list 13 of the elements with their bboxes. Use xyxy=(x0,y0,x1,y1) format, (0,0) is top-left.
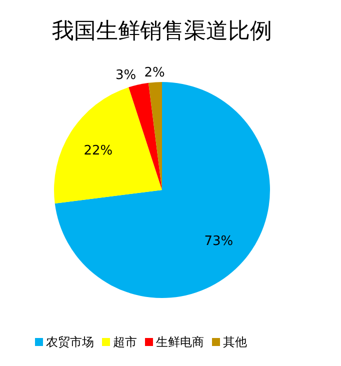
pie-slice xyxy=(148,82,162,190)
legend-label: 超市 xyxy=(113,335,137,349)
chart-title: 我国生鲜销售渠道比例 xyxy=(52,19,272,44)
pie-slice xyxy=(128,82,162,190)
legend-label: 农贸市场 xyxy=(46,335,94,349)
data-label: 22% xyxy=(84,143,113,158)
pie-slice xyxy=(54,87,162,204)
data-label: 2% xyxy=(144,65,165,80)
pie-slice xyxy=(54,82,270,298)
legend-label: 生鲜电商 xyxy=(156,335,204,349)
data-label: 73% xyxy=(204,234,234,249)
data-label: 3% xyxy=(115,68,136,84)
legend-label: 其他 xyxy=(223,335,247,349)
